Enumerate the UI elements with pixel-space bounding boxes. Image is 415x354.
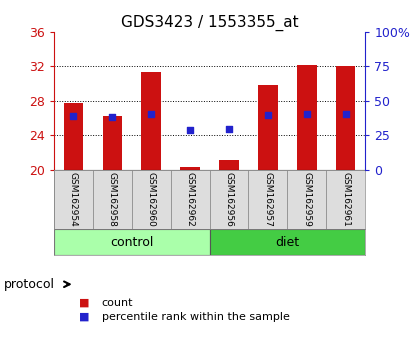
Bar	[297, 65, 317, 170]
Text: GSM162959: GSM162959	[303, 172, 311, 227]
Point	[303, 111, 310, 117]
Text: diet: diet	[275, 235, 300, 249]
Bar	[287, 170, 326, 229]
Text: percentile rank within the sample: percentile rank within the sample	[102, 312, 290, 322]
Bar	[210, 170, 249, 229]
Text: control: control	[110, 235, 154, 249]
Text: GSM162961: GSM162961	[341, 172, 350, 227]
Text: GSM162958: GSM162958	[108, 172, 117, 227]
Text: protocol: protocol	[4, 279, 55, 291]
Bar	[54, 170, 93, 229]
Bar	[258, 85, 278, 170]
Bar	[63, 103, 83, 170]
Bar	[219, 160, 239, 170]
Bar	[171, 170, 210, 229]
Bar	[181, 167, 200, 170]
Bar	[142, 73, 161, 170]
Point	[109, 114, 116, 120]
Bar	[93, 170, 132, 229]
Text: count: count	[102, 298, 133, 308]
Point	[226, 127, 232, 132]
Text: ■: ■	[79, 298, 89, 308]
Bar	[210, 229, 365, 255]
Text: ■: ■	[79, 312, 89, 322]
Bar	[326, 170, 365, 229]
Bar	[103, 116, 122, 170]
Bar	[132, 170, 171, 229]
Bar	[336, 65, 356, 170]
Point	[148, 111, 154, 117]
Text: GSM162960: GSM162960	[147, 172, 156, 227]
Title: GDS3423 / 1553355_at: GDS3423 / 1553355_at	[121, 14, 298, 30]
Point	[265, 112, 271, 118]
Text: GSM162956: GSM162956	[225, 172, 234, 227]
Bar	[249, 170, 287, 229]
Point	[342, 111, 349, 117]
Point	[187, 127, 193, 133]
Text: GSM162954: GSM162954	[69, 172, 78, 227]
Text: GSM162957: GSM162957	[264, 172, 272, 227]
Text: GSM162962: GSM162962	[186, 172, 195, 227]
Point	[70, 114, 77, 119]
Bar	[54, 229, 210, 255]
